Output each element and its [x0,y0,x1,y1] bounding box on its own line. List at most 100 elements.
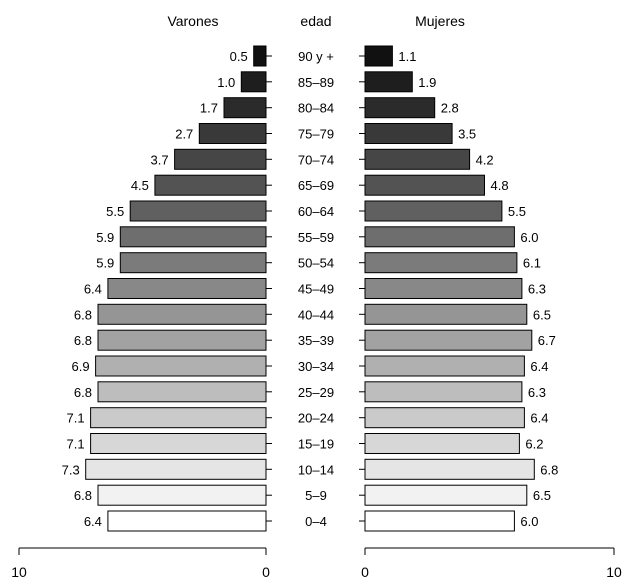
male-bar [95,355,267,377]
male-bar [129,200,267,222]
age-group-label: 90 y + [298,49,334,64]
female-bar [364,71,413,93]
male-value-label: 5.9 [96,230,114,245]
female-bar [364,329,533,351]
male-bar [119,226,267,248]
male-bar [90,407,267,429]
female-value-label: 4.8 [491,178,509,193]
female-bar [364,200,503,222]
age-group-label: 45–49 [298,282,334,297]
female-bar [364,45,393,67]
female-bar [364,407,525,429]
right-axis-tick-label: 10 [606,564,622,580]
female-bar [364,433,520,454]
male-bar [97,303,267,325]
female-value-label: 5.5 [508,204,526,219]
female-bar [364,226,515,248]
female-value-label: 6.4 [530,411,548,426]
male-value-label: 6.9 [72,359,90,374]
right-header: Mujeres [415,13,465,29]
female-bar [364,381,523,403]
male-bar [119,252,267,274]
male-value-label: 6.4 [84,514,102,529]
male-bar [253,45,267,67]
male-bar [97,381,267,403]
male-value-label: 5.9 [96,256,114,271]
age-group-labels: 90 y + 85–89 80–84 75–79 70–74 65–69 60–64 55–5… [298,49,334,529]
age-group-label: 55–59 [298,230,334,245]
male-value-labels: 0.5 1.0 1.7 2.7 3.74.5 5.5 5.9 5.9 6.4 6.8 6.8 6.9 6… [62,49,248,529]
age-group-label: 65–69 [298,178,334,193]
male-value-label: 7.1 [67,437,85,452]
female-value-labels: 1.11.9 2.8 3.54.2 4.8 5.5 6.0 6.1 6.3 6.5 6.7 6.4 6… [398,49,558,529]
male-bar [107,278,267,299]
age-group-label: 85–89 [298,75,334,90]
female-bar [364,510,515,532]
female-value-label: 1.1 [398,49,416,64]
female-value-label: 6.3 [528,385,546,400]
male-value-label: 6.4 [84,282,102,297]
female-value-label: 6.3 [528,282,546,297]
female-value-label: 6.4 [530,359,548,374]
male-bar [240,71,267,93]
male-bar [107,510,267,532]
age-group-label: 50–54 [298,256,334,271]
age-group-label: 70–74 [298,152,334,167]
male-value-label: 0.5 [230,49,248,64]
right-age-ticks [359,55,365,522]
male-bar [198,123,267,144]
male-value-label: 1.7 [200,101,218,116]
male-bar [174,148,267,170]
female-bars [364,45,535,532]
female-value-label: 1.9 [418,75,436,90]
female-bar [364,148,471,170]
female-value-label: 4.2 [476,152,494,167]
male-bar [85,458,267,480]
male-bar [97,329,267,351]
female-bar [364,123,453,144]
male-value-label: 6.8 [74,333,92,348]
female-value-label: 6.5 [533,307,551,322]
male-value-label: 4.5 [131,178,149,193]
female-value-label: 6.2 [525,437,543,452]
center-header: edad [300,13,331,29]
female-bar [364,174,485,196]
age-group-label: 30–34 [298,359,334,374]
male-value-label: 6.8 [74,385,92,400]
left-x-axis: 10 0 [11,547,270,580]
female-value-label: 6.0 [520,514,538,529]
left-axis-tick-label: 10 [11,564,27,580]
male-value-label: 7.1 [67,411,85,426]
male-bars [85,45,267,532]
male-value-label: 2.7 [175,127,193,142]
left-age-ticks [266,55,272,522]
female-value-label: 6.7 [538,333,556,348]
female-value-label: 6.8 [540,462,558,477]
female-bar [364,484,528,506]
age-group-label: 20–24 [298,411,334,426]
female-bar [364,355,525,377]
age-group-label: 0–4 [305,514,327,529]
right-axis-tick-label: 0 [361,564,369,580]
female-value-label: 3.5 [458,127,476,142]
female-value-label: 6.0 [520,230,538,245]
male-value-label: 6.8 [74,488,92,503]
age-group-label: 35–39 [298,333,334,348]
male-value-label: 5.5 [106,204,124,219]
age-group-label: 25–29 [298,385,334,400]
right-x-axis: 0 10 [361,547,622,580]
female-bar [364,303,528,325]
male-value-label: 7.3 [62,462,80,477]
male-bar [154,174,267,196]
male-value-label: 3.7 [151,152,169,167]
male-value-label: 6.8 [74,307,92,322]
female-bar [364,278,523,299]
female-value-label: 2.8 [441,101,459,116]
male-value-label: 1.0 [217,75,235,90]
male-bar [223,97,267,119]
age-group-label: 5–9 [305,488,327,503]
male-bar [90,433,267,454]
age-group-label: 75–79 [298,127,334,142]
age-group-label: 80–84 [298,101,334,116]
